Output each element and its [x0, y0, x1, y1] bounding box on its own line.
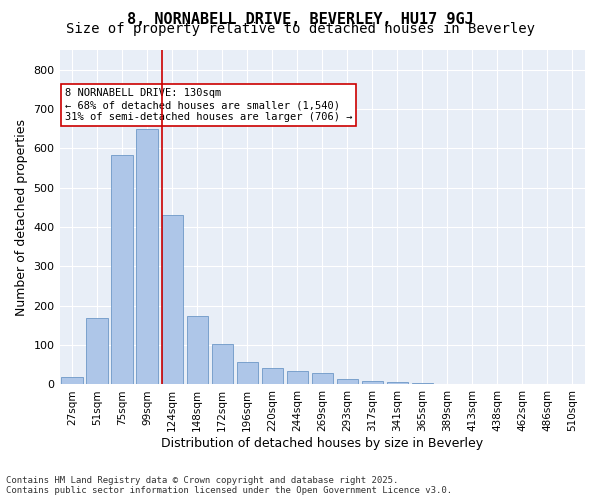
Bar: [161, 216, 183, 384]
Bar: [212, 344, 233, 385]
Bar: [236, 362, 258, 384]
Bar: [337, 379, 358, 384]
Bar: [61, 376, 83, 384]
Text: 8 NORNABELL DRIVE: 130sqm
← 68% of detached houses are smaller (1,540)
31% of se: 8 NORNABELL DRIVE: 130sqm ← 68% of detac…: [65, 88, 352, 122]
Bar: [362, 382, 383, 384]
Bar: [287, 372, 308, 384]
Text: Contains HM Land Registry data © Crown copyright and database right 2025.
Contai: Contains HM Land Registry data © Crown c…: [6, 476, 452, 495]
Y-axis label: Number of detached properties: Number of detached properties: [15, 118, 28, 316]
Text: Size of property relative to detached houses in Beverley: Size of property relative to detached ho…: [65, 22, 535, 36]
Bar: [86, 318, 108, 384]
Text: 8, NORNABELL DRIVE, BEVERLEY, HU17 9GJ: 8, NORNABELL DRIVE, BEVERLEY, HU17 9GJ: [127, 12, 473, 28]
Bar: [136, 130, 158, 384]
X-axis label: Distribution of detached houses by size in Beverley: Distribution of detached houses by size …: [161, 437, 484, 450]
Bar: [311, 372, 333, 384]
Bar: [187, 316, 208, 384]
Bar: [112, 155, 133, 384]
Bar: [387, 382, 408, 384]
Bar: [262, 368, 283, 384]
